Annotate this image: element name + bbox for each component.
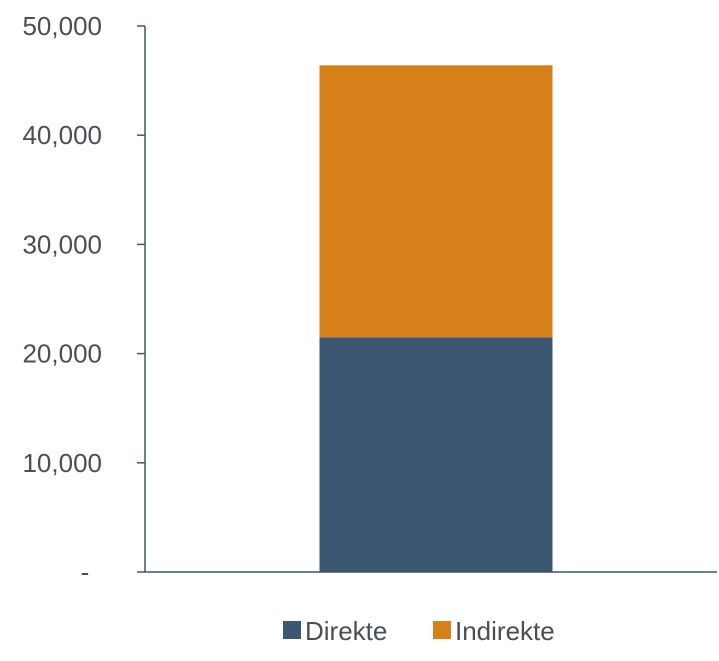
bar-indirekte: [319, 65, 553, 338]
y-tick-label: -: [81, 557, 90, 587]
legend-label-indirekte: Indirekte: [455, 616, 555, 646]
y-tick-label: 20,000: [22, 339, 102, 369]
bar-direkte: [319, 337, 553, 572]
legend-swatch-direkte: [283, 621, 301, 639]
legend-swatch-indirekte: [433, 621, 451, 639]
legend-label-direkte: Direkte: [305, 616, 387, 646]
y-tick-label: 40,000: [22, 120, 102, 150]
bars-group: [319, 65, 553, 572]
y-tick-label: 50,000: [22, 11, 102, 41]
y-tick-label: 30,000: [22, 229, 102, 259]
legend: Direkte Indirekte: [283, 616, 555, 646]
y-tick-label: 10,000: [22, 448, 102, 478]
y-axis: - 10,000 20,000 30,000 40,000 50,000: [22, 11, 146, 587]
